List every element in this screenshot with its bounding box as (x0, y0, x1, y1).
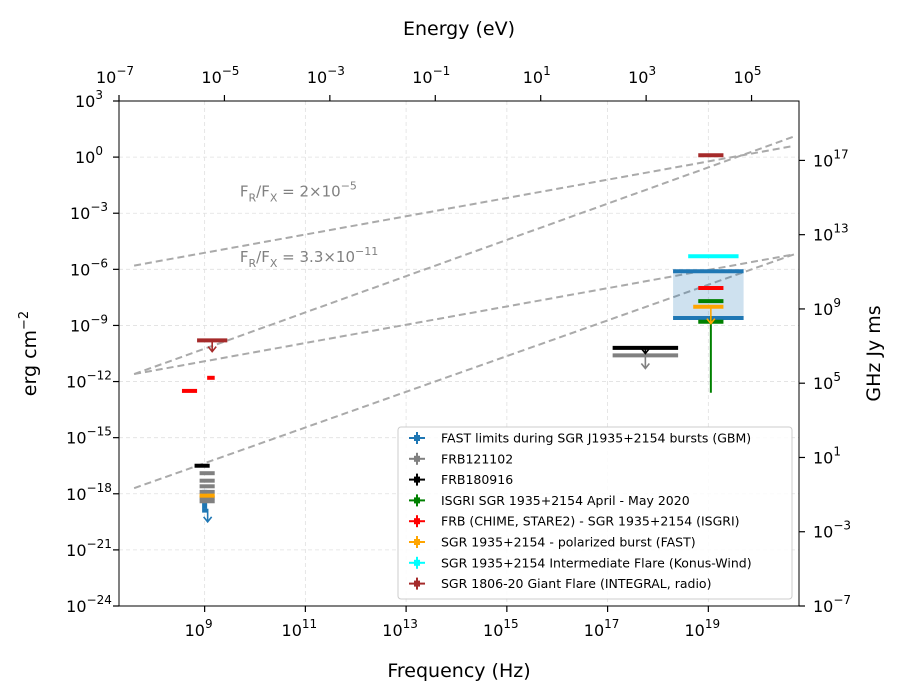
y-tick-label: 10−24 (66, 593, 112, 616)
x-tick-label: 109 (185, 617, 213, 640)
x-tick-label: 1011 (282, 617, 318, 640)
axes: 109 1011 1013 1015 1017 1019 103 100 10−3 10−6 10−… (66, 64, 851, 640)
series-0-arrow-head (203, 516, 213, 524)
x2-tick-label: 103 (628, 64, 656, 87)
x2-tick-label: 101 (523, 64, 551, 87)
series-5-arrow-head (706, 318, 716, 325)
plot-frame (118, 100, 800, 607)
legend-marker-dot (414, 476, 420, 483)
legend-entry-7: SGR 1806-20 Giant Flare (INTEGRAL, radio… (441, 576, 711, 591)
ratio-annotation-0: FR/FX = 2×10−5 (240, 179, 357, 204)
legend-entry-3: ISGRI SGR 1935+2154 April - May 2020 (441, 493, 690, 508)
y-axis-title: erg cm−2 (17, 311, 41, 396)
y-axis-title-exp: −2 (17, 311, 32, 330)
x-tick-label: 1013 (382, 617, 418, 640)
ratio-line (133, 253, 795, 376)
x-axis-title: Frequency (Hz) (387, 660, 530, 682)
fast-limit-box (673, 271, 744, 318)
x-tick-label: 1017 (584, 617, 620, 640)
legend-marker-dot (414, 580, 420, 587)
x2-tick-label: 10−1 (412, 64, 450, 87)
y-axis-title-main: erg cm (19, 330, 41, 396)
legend-marker-dot (414, 435, 420, 441)
y-tick-label: 103 (75, 88, 103, 111)
x-tick-label: 1019 (685, 617, 721, 640)
legend-marker-dot (414, 455, 420, 462)
ratio-line (133, 144, 795, 267)
y-tick-label: 10−21 (66, 537, 112, 560)
y2-tick-label: 109 (813, 296, 841, 319)
series-7-arrow-head (207, 346, 217, 353)
x2-tick-label: 10−3 (307, 64, 345, 87)
annotations: FR/FX = 2×10−5 FR/FX = 3.3×10−11 (240, 179, 378, 269)
legend-entry-6: SGR 1935+2154 Intermediate Flare (Konus-… (441, 555, 752, 570)
y-tick-label: 10−3 (70, 200, 108, 223)
legend-marker-dot (414, 518, 420, 525)
y-tick-label: 10−12 (66, 369, 112, 392)
y2-tick-label: 105 (813, 370, 841, 393)
y2-tick-label: 10−7 (813, 593, 851, 616)
legend-entry-4: FRB (CHIME, STARE2) - SGR 1935+2154 (ISG… (441, 514, 740, 529)
legend-entry-2: FRB180916 (441, 472, 513, 487)
y2-tick-label: 1013 (813, 222, 849, 245)
legend-marker-dot (414, 559, 420, 566)
y-tick-label: 10−15 (66, 425, 112, 448)
legend-entry-5: SGR 1935+2154 - polarized burst (FAST) (441, 535, 696, 550)
x2-tick-label: 105 (734, 64, 762, 87)
x-tick-label: 1015 (483, 617, 519, 640)
legend-entry-0: FAST limits during SGR J1935+2154 bursts… (441, 431, 751, 446)
y2-tick-label: 1017 (813, 147, 849, 170)
ratio-line (133, 253, 795, 490)
legend-marker-dot (414, 497, 420, 504)
y-tick-label: 10−18 (66, 481, 112, 504)
legend-marker-dot (414, 539, 420, 545)
y-tick-label: 10−9 (70, 312, 108, 335)
x2-tick-label: 10−5 (201, 64, 239, 87)
y2-tick-label: 101 (813, 444, 841, 467)
data-marks (181, 153, 744, 524)
top-axis-title: Energy (eV) (403, 18, 515, 40)
y-tick-label: 100 (75, 144, 103, 167)
reference-lines (133, 135, 795, 490)
series-2-arrow-head (640, 348, 650, 355)
ratio-annotation-1: FR/FX = 3.3×10−11 (240, 245, 378, 270)
legend: FAST limits during SGR J1935+2154 bursts… (397, 426, 793, 600)
right-axis-title: GHz Jy ms (863, 305, 885, 401)
x2-tick-label: 10−7 (96, 64, 134, 87)
ratio-line (133, 135, 795, 376)
y-tick-label: 10−6 (70, 256, 108, 279)
series-1-arrow-head (640, 362, 650, 370)
y2-tick-label: 10−3 (813, 519, 851, 542)
legend-box (397, 426, 793, 600)
legend-entry-1: FRB121102 (441, 451, 513, 466)
